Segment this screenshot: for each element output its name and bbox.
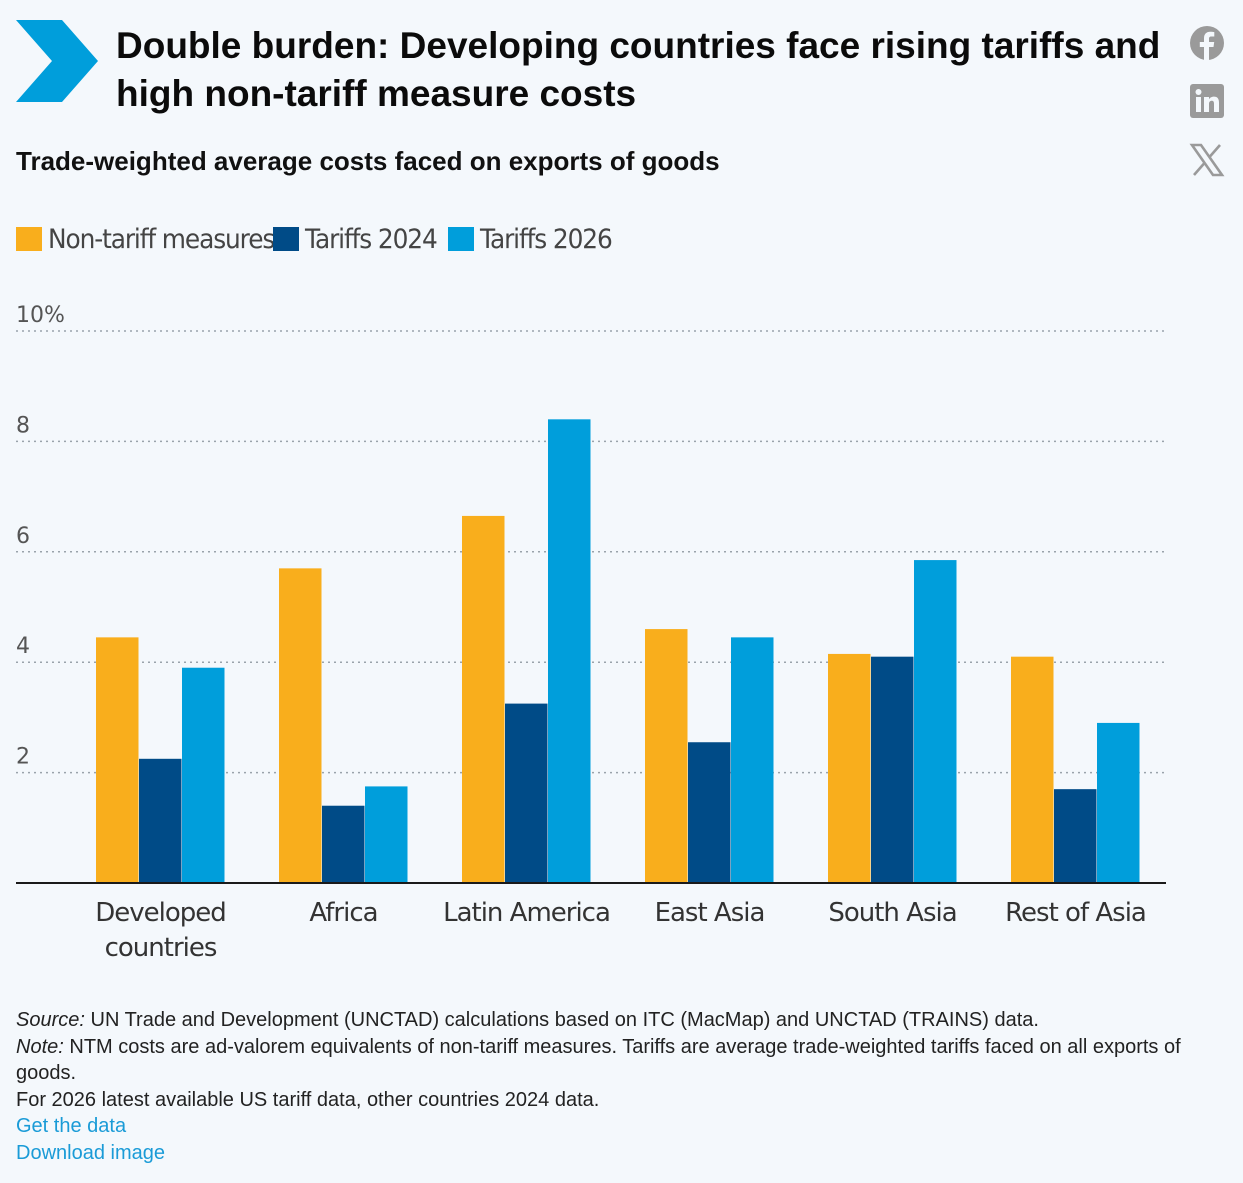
x-category-label: South Asia xyxy=(828,898,956,928)
x-category-label: Developed xyxy=(95,898,226,928)
y-tick-label: 8 xyxy=(16,413,30,438)
get-the-data-link[interactable]: Get the data xyxy=(16,1115,127,1137)
legend-swatch-tariffs-2024 xyxy=(273,227,299,251)
bar xyxy=(1054,789,1097,883)
note-text: NTM costs are ad-valorem equivalents of … xyxy=(16,1035,1181,1085)
bar xyxy=(828,653,871,883)
y-tick-label: 6 xyxy=(16,524,30,549)
x-category-label: Africa xyxy=(309,898,377,928)
source-text: UN Trade and Development (UNCTAD) calcul… xyxy=(84,1009,1039,1031)
bar xyxy=(688,742,731,883)
bar xyxy=(96,637,139,883)
source-label: Source: xyxy=(16,1009,85,1031)
bar xyxy=(322,805,365,883)
footer: Source: UN Trade and Development (UNCTAD… xyxy=(16,1007,1196,1166)
x-icon[interactable] xyxy=(1189,142,1225,178)
extra-note: For 2026 latest available US tariff data… xyxy=(16,1088,600,1111)
bar xyxy=(505,703,548,883)
bar xyxy=(731,637,774,883)
bar xyxy=(548,419,591,883)
bar xyxy=(645,629,688,883)
x-category-label: Latin America xyxy=(443,898,610,928)
bar xyxy=(1097,722,1140,883)
bar xyxy=(182,667,225,883)
bar xyxy=(1011,656,1054,883)
bar xyxy=(914,560,957,883)
download-image-link[interactable]: Download image xyxy=(16,1141,165,1164)
bar xyxy=(139,758,182,883)
x-category-label: Rest of Asia xyxy=(1005,898,1146,928)
y-tick-label: 10% xyxy=(16,303,65,328)
bar xyxy=(462,515,505,883)
legend-swatch-ntm xyxy=(16,227,42,251)
chart-subtitle: Trade-weighted average costs faced on ex… xyxy=(16,146,720,176)
note-label: Note: xyxy=(16,1035,64,1058)
bar xyxy=(279,568,322,883)
x-category-label: East Asia xyxy=(655,898,765,928)
bar xyxy=(871,656,914,883)
bar-chart: 10% 8 6 4 2 Developed countries Africa Latin Ame… xyxy=(16,303,1166,963)
linkedin-icon[interactable] xyxy=(1189,83,1225,119)
y-tick-label: 4 xyxy=(16,634,30,659)
y-tick-label: 2 xyxy=(16,745,30,770)
note-line: Note: NTM costs are ad-valorem equivalen… xyxy=(16,1034,1196,1087)
legend-swatch-tariffs-2026 xyxy=(448,227,474,251)
chevron-logo-icon xyxy=(16,20,98,102)
bar xyxy=(365,786,408,883)
source-line: Source: UN Trade and Development (UNCTAD… xyxy=(16,1007,1196,1034)
legend-label-tariffs-2026: Tariffs 2026 xyxy=(480,224,613,255)
page-title: Double burden: Developing countries face… xyxy=(116,25,1161,114)
x-category-label: countries xyxy=(105,933,217,963)
facebook-icon[interactable] xyxy=(1189,25,1225,61)
legend-label-ntm: Non-tariff measures xyxy=(48,224,275,255)
legend-label-tariffs-2024: Tariffs 2024 xyxy=(305,224,438,255)
